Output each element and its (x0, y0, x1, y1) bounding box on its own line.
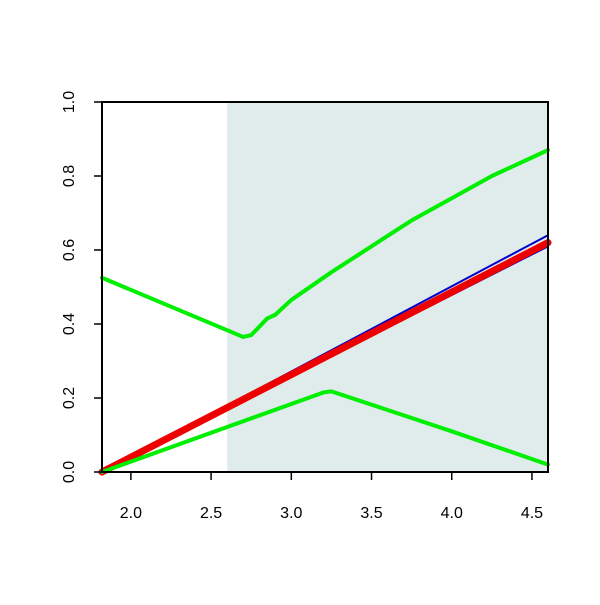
shaded-region (227, 102, 548, 472)
y-tick-label: 0.8 (61, 165, 78, 187)
y-tick-label: 1.0 (61, 91, 78, 113)
x-tick-label: 4.0 (441, 505, 463, 522)
line (98, 239, 552, 476)
x-tick-label: 2.0 (120, 505, 142, 522)
y-tick-label: 0.4 (61, 313, 78, 335)
line (100, 389, 550, 474)
x-tick-label: 3.0 (280, 505, 302, 522)
y-tick-label: 0.0 (61, 461, 78, 483)
x-tick-label: 2.5 (200, 505, 222, 522)
y-tick-label: 0.6 (61, 239, 78, 261)
x-tick-label: 4.5 (521, 505, 543, 522)
y-tick-label: 0.2 (61, 387, 78, 409)
plot-frame (101, 101, 549, 473)
line (100, 148, 550, 339)
x-tick-label: 3.5 (360, 505, 382, 522)
